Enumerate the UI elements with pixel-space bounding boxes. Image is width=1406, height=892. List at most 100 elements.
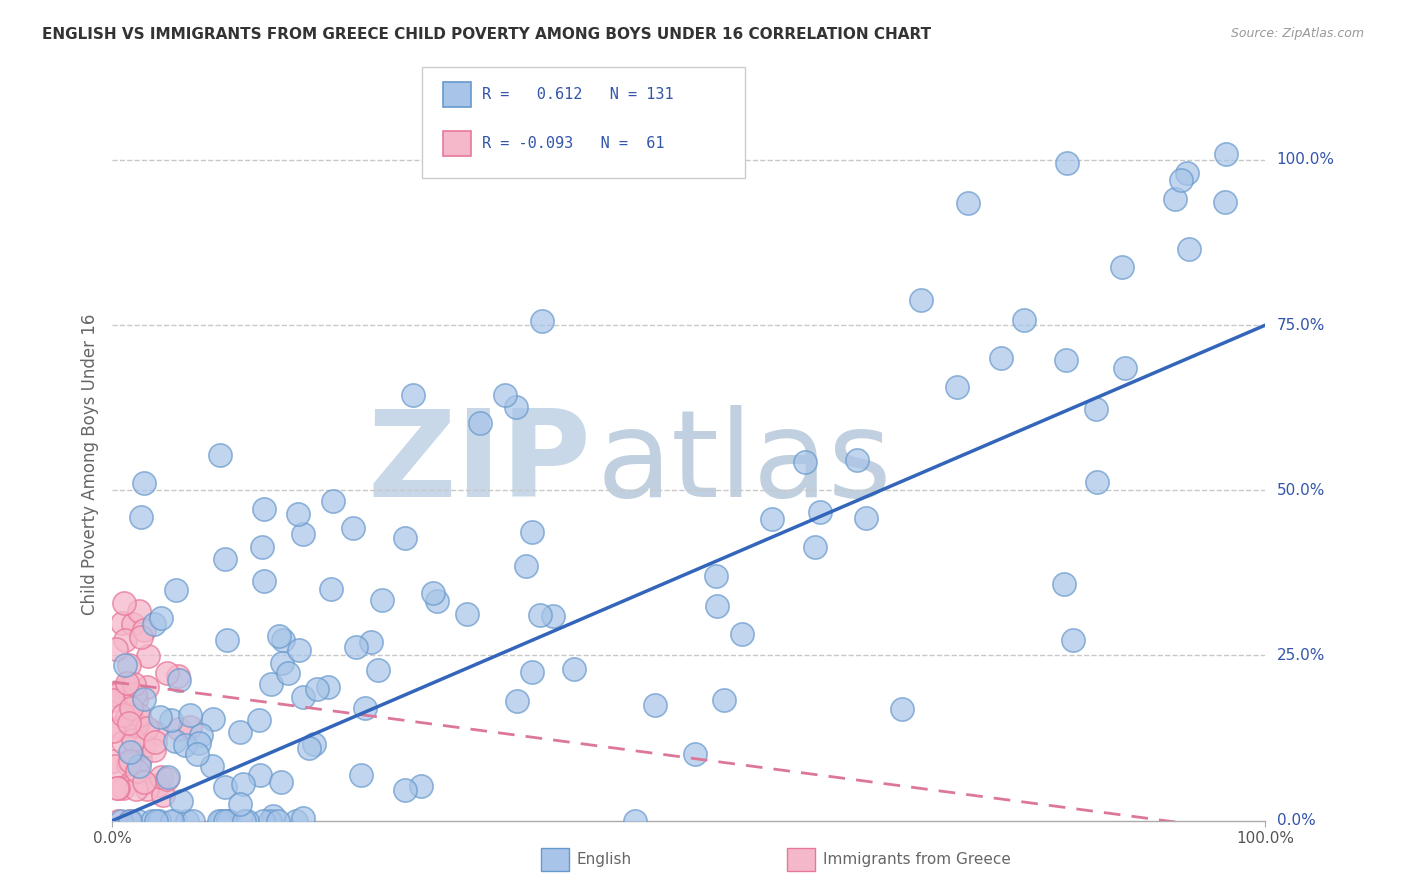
Point — [530, 314, 553, 328]
Point — [104, 642, 127, 657]
Point — [209, 814, 232, 828]
Point — [1170, 172, 1192, 186]
Point — [214, 814, 236, 828]
Point — [128, 759, 150, 773]
Point — [179, 708, 201, 723]
Point — [111, 615, 134, 630]
Point — [214, 552, 236, 566]
Point — [120, 700, 142, 714]
Point — [160, 713, 183, 727]
Point — [1164, 193, 1187, 207]
Point — [267, 629, 290, 643]
Point — [285, 814, 308, 828]
Point — [1175, 166, 1198, 180]
Point — [683, 747, 706, 762]
Point — [186, 747, 208, 761]
Point — [252, 574, 274, 589]
Point — [342, 521, 364, 535]
Point — [128, 604, 150, 618]
Point — [135, 782, 157, 797]
Point — [143, 742, 166, 756]
Point — [145, 725, 167, 739]
Point — [104, 688, 127, 702]
Point — [165, 734, 187, 748]
Point — [187, 736, 209, 750]
Point — [803, 540, 825, 554]
Point — [990, 351, 1012, 365]
Point — [250, 541, 273, 555]
Point — [1085, 475, 1108, 489]
Point — [946, 379, 969, 393]
Point — [156, 770, 179, 784]
Point — [190, 727, 212, 741]
Point — [494, 387, 516, 401]
Point — [228, 724, 250, 739]
Point — [128, 714, 150, 728]
Point — [644, 698, 666, 712]
Point — [152, 789, 174, 803]
Point — [541, 609, 564, 624]
Point — [402, 388, 425, 402]
Point — [713, 693, 735, 707]
Point — [121, 732, 143, 747]
Point — [107, 814, 129, 828]
Point — [252, 814, 274, 828]
Point — [125, 718, 148, 732]
Point — [120, 712, 142, 726]
Text: Source: ZipAtlas.com: Source: ZipAtlas.com — [1230, 27, 1364, 40]
Point — [112, 596, 135, 610]
Point — [122, 677, 145, 691]
Point — [1084, 401, 1107, 416]
Point — [105, 780, 128, 795]
Point — [291, 527, 314, 541]
Point — [394, 532, 416, 546]
Point — [121, 717, 143, 731]
Point — [118, 754, 141, 768]
Point — [122, 746, 145, 760]
Point — [136, 648, 159, 663]
Text: English: English — [576, 853, 631, 867]
Point — [307, 682, 329, 697]
Point — [167, 669, 190, 683]
Point — [132, 475, 155, 490]
Point — [111, 735, 134, 749]
Point — [127, 814, 149, 828]
Point — [1053, 577, 1076, 591]
Text: Immigrants from Greece: Immigrants from Greece — [823, 853, 1011, 867]
Point — [132, 624, 155, 638]
Point — [217, 632, 239, 647]
Point — [287, 643, 309, 657]
Point — [125, 781, 148, 796]
Point — [562, 662, 585, 676]
Point — [208, 448, 231, 462]
Point — [468, 416, 491, 430]
Point — [117, 756, 139, 771]
Point — [236, 814, 259, 828]
Point — [957, 196, 980, 211]
Text: R = -0.093   N =  61: R = -0.093 N = 61 — [482, 136, 665, 151]
Point — [141, 814, 163, 828]
Point — [505, 400, 527, 414]
Point — [422, 586, 444, 600]
Point — [146, 778, 169, 792]
Point — [266, 814, 288, 828]
Point — [394, 783, 416, 797]
Point — [793, 455, 815, 469]
Point — [179, 720, 201, 734]
Point — [506, 693, 529, 707]
Point — [262, 808, 284, 822]
Y-axis label: Child Poverty Among Boys Under 16: Child Poverty Among Boys Under 16 — [80, 313, 98, 615]
Point — [353, 701, 375, 715]
Point — [202, 713, 225, 727]
Point — [122, 617, 145, 632]
Point — [304, 737, 326, 751]
Point — [529, 608, 551, 623]
Point — [367, 663, 389, 677]
Point — [201, 759, 224, 773]
Point — [247, 713, 270, 727]
Point — [145, 814, 167, 828]
Text: R =   0.612   N = 131: R = 0.612 N = 131 — [482, 87, 673, 102]
Point — [1054, 352, 1077, 367]
Point — [456, 607, 478, 622]
Point — [520, 525, 543, 540]
